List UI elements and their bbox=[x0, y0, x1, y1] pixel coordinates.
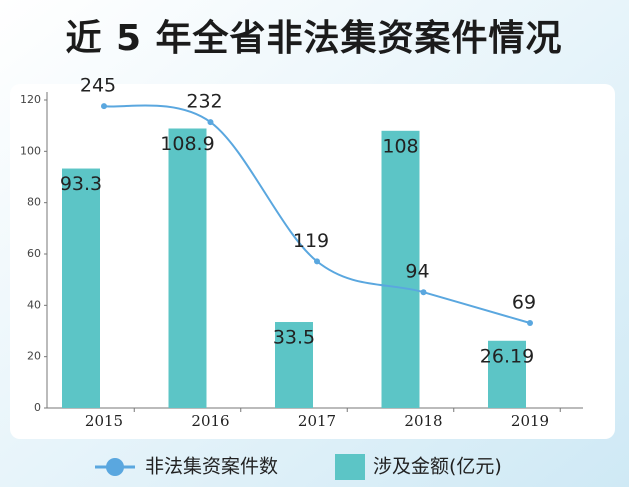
line bbox=[103, 104, 531, 324]
y-tick-label: 100 bbox=[20, 144, 41, 157]
x-tick-label: 2015 bbox=[85, 412, 123, 430]
bar bbox=[275, 322, 313, 408]
y-tick-label: 80 bbox=[27, 196, 41, 209]
x-tick-label: 2017 bbox=[298, 412, 336, 430]
legend-label: 涉及金额(亿元) bbox=[373, 456, 502, 478]
y-tick-label: 0 bbox=[34, 401, 41, 414]
legend-label: 非法集资案件数 bbox=[145, 456, 278, 478]
line-point bbox=[207, 119, 214, 126]
bar bbox=[488, 340, 526, 408]
bar-value-label: 33.5 bbox=[273, 327, 315, 349]
plot-panel bbox=[10, 84, 615, 439]
line-point bbox=[420, 289, 427, 296]
line-value-label: 119 bbox=[293, 230, 329, 252]
chart-title: 近 5 年全省非法集资案件情况 bbox=[65, 17, 562, 59]
bar bbox=[62, 168, 100, 408]
bar-value-label: 108 bbox=[382, 135, 418, 157]
bar-value-label: 26.19 bbox=[480, 345, 534, 367]
legend-swatch bbox=[335, 454, 365, 480]
y-tick-label: 60 bbox=[27, 247, 41, 260]
line-point bbox=[101, 103, 107, 110]
bar-value-label: 108.9 bbox=[160, 133, 214, 155]
line-point bbox=[527, 319, 533, 326]
x-tick-label: 2019 bbox=[511, 412, 549, 430]
x-tick-label: 2016 bbox=[191, 412, 229, 430]
x-tick-label: 2018 bbox=[404, 412, 442, 430]
y-tick-label: 20 bbox=[27, 350, 41, 363]
y-tick-label: 40 bbox=[27, 298, 41, 311]
line-value-label: 69 bbox=[512, 291, 536, 313]
line-value-label: 245 bbox=[80, 75, 116, 97]
line-point bbox=[314, 258, 320, 265]
line-value-label: 94 bbox=[405, 261, 429, 283]
legend-marker bbox=[106, 458, 124, 476]
line-value-label: 232 bbox=[186, 91, 222, 113]
bar bbox=[381, 130, 420, 409]
bar bbox=[168, 128, 207, 409]
bar-value-label: 93.3 bbox=[60, 173, 102, 195]
y-tick-label: 120 bbox=[20, 93, 41, 106]
